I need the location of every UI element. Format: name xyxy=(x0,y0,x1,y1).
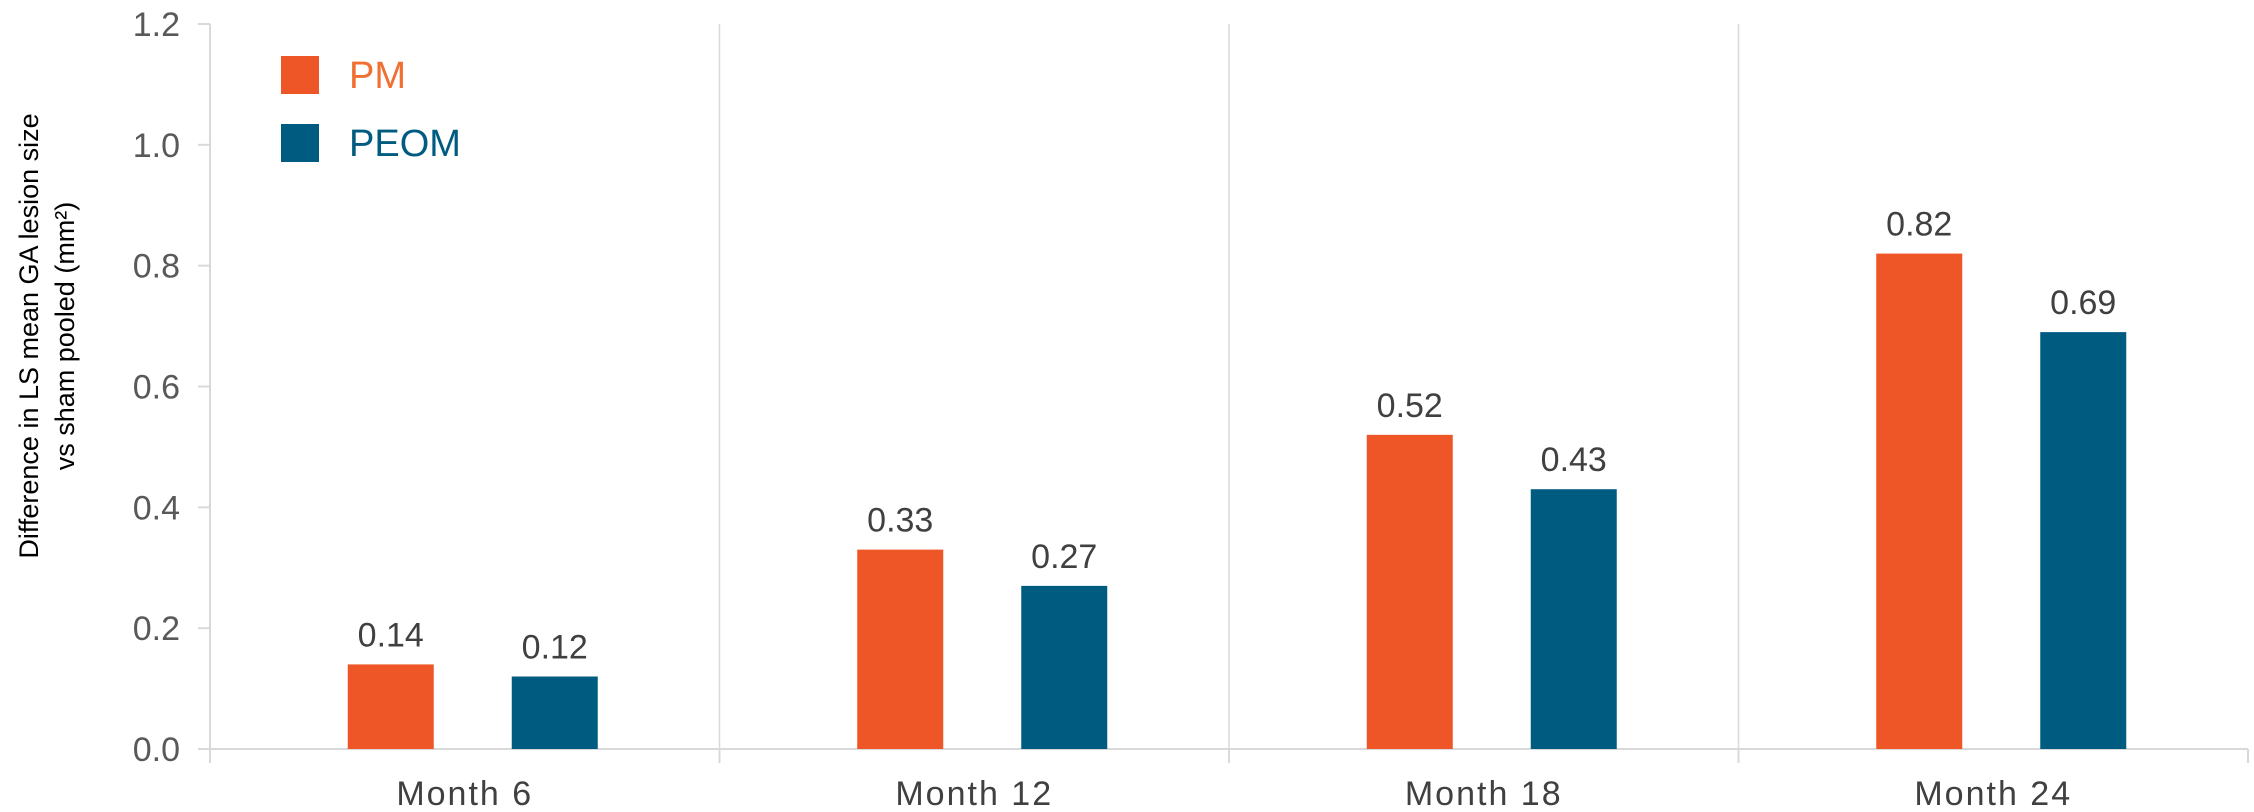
data-label-pm: 0.82 xyxy=(1886,206,1952,244)
bars-layer xyxy=(347,253,2127,750)
y-axis-title-line2: vs sham pooled (mm²) xyxy=(50,202,80,471)
y-tick-label: 1.0 xyxy=(133,127,180,165)
data-label-pm: 0.52 xyxy=(1377,387,1443,425)
y-axis-title-line1: Difference in LS mean GA lesion size xyxy=(14,113,44,558)
bar-peom xyxy=(2040,332,2127,749)
data-label-pm: 0.14 xyxy=(358,616,424,654)
data-label-pm: 0.33 xyxy=(867,502,933,540)
data-label-peom: 0.12 xyxy=(522,629,588,667)
x-category-label: Month 12 xyxy=(895,775,1053,812)
bar-pm xyxy=(857,549,944,749)
labels-layer: 0.0 0.2 0.4 0.6 0.8 1.0 1.2 0.14 0.12 Month 6 0.33… xyxy=(133,6,2117,812)
legend-label-peom: PEOM xyxy=(349,123,461,165)
x-category-label: Month 18 xyxy=(1405,775,1563,812)
y-tick-label: 1.2 xyxy=(133,6,180,44)
bar-pm xyxy=(1876,253,1963,750)
bar-pm xyxy=(347,664,434,749)
legend: PM PEOM xyxy=(281,55,461,165)
x-category-label: Month 24 xyxy=(1914,775,2072,812)
data-label-peom: 0.27 xyxy=(1031,538,1097,576)
y-tick-label: 0.0 xyxy=(133,731,180,769)
y-tick-label: 0.6 xyxy=(133,369,180,407)
x-category-label: Month 6 xyxy=(396,775,533,812)
y-tick-label: 0.4 xyxy=(133,489,180,527)
bar-peom xyxy=(1530,489,1617,749)
bar-pm xyxy=(1366,434,1453,749)
data-label-peom: 0.69 xyxy=(2050,284,2116,322)
bar-peom xyxy=(511,676,598,749)
y-tick-label: 0.8 xyxy=(133,248,180,286)
data-label-peom: 0.43 xyxy=(1541,441,1607,479)
y-tick-label: 0.2 xyxy=(133,610,180,648)
legend-swatch-peom xyxy=(281,124,319,162)
bar-peom xyxy=(1021,585,1108,749)
legend-label-pm: PM xyxy=(349,55,406,97)
legend-swatch-pm xyxy=(281,56,319,94)
